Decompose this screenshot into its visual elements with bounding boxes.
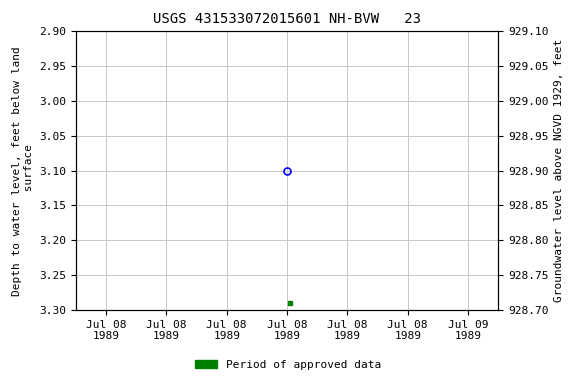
Y-axis label: Depth to water level, feet below land
 surface: Depth to water level, feet below land su… <box>12 46 33 296</box>
Y-axis label: Groundwater level above NGVD 1929, feet: Groundwater level above NGVD 1929, feet <box>554 39 564 302</box>
Title: USGS 431533072015601 NH-BVW   23: USGS 431533072015601 NH-BVW 23 <box>153 12 421 26</box>
Legend: Period of approved data: Period of approved data <box>191 356 385 375</box>
